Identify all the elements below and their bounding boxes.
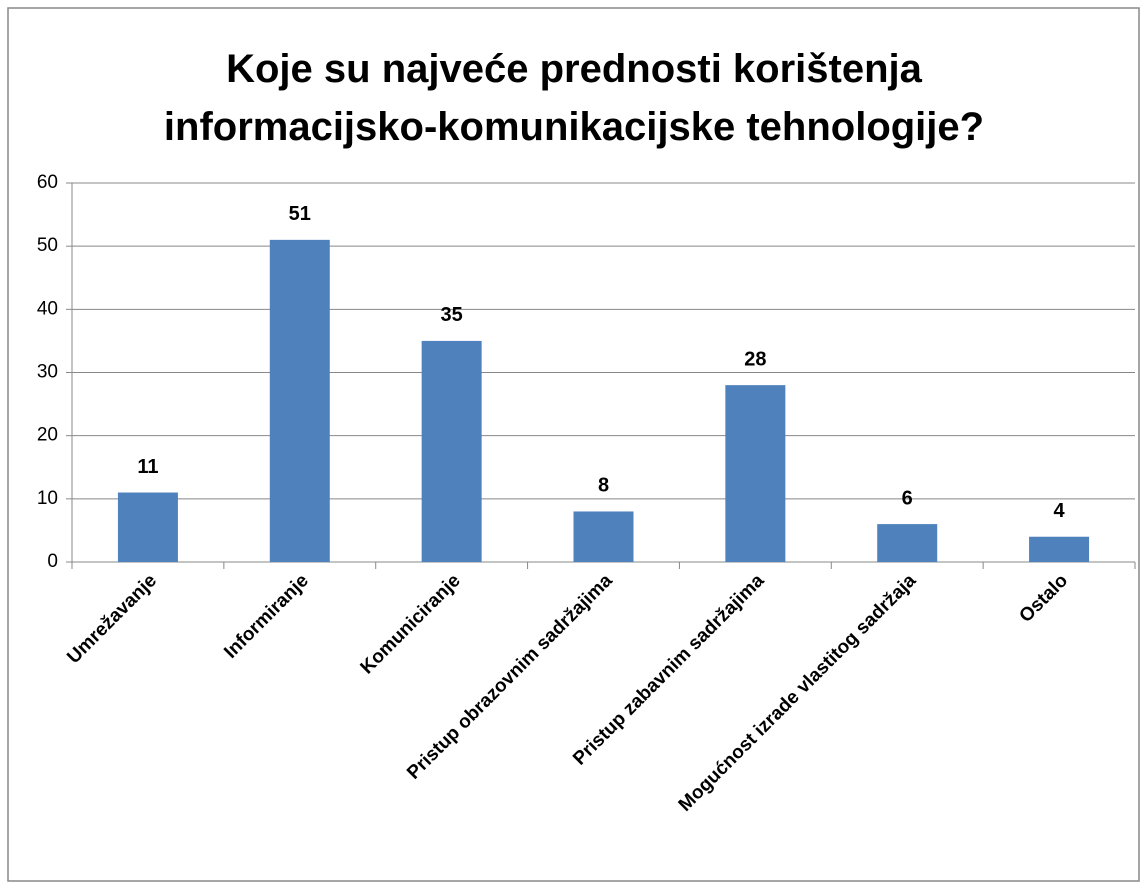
y-tick-label: 50: [37, 235, 58, 256]
y-tick-label: 40: [37, 298, 58, 319]
bar: [117, 492, 178, 562]
chart-title: Koje su najveće prednosti korištenja inf…: [163, 47, 985, 149]
bar: [269, 239, 330, 562]
data-label: 8: [598, 475, 609, 497]
data-label: 4: [1054, 500, 1066, 522]
y-tick-label: 10: [37, 488, 58, 509]
y-tick-label: 0: [47, 551, 58, 572]
bar: [877, 524, 938, 562]
data-label: 35: [441, 304, 463, 326]
y-tick-label: 20: [37, 425, 58, 446]
y-tick-label: 60: [37, 172, 58, 193]
bar: [421, 340, 482, 562]
chart-border: [7, 7, 1140, 882]
data-label: 6: [902, 487, 913, 509]
bar: [573, 511, 634, 562]
bar: [1029, 536, 1090, 562]
y-tick-label: 30: [37, 362, 58, 383]
data-label: 28: [744, 348, 766, 370]
data-label: 51: [289, 203, 311, 225]
bar: [725, 385, 786, 562]
data-label: 11: [137, 456, 158, 478]
